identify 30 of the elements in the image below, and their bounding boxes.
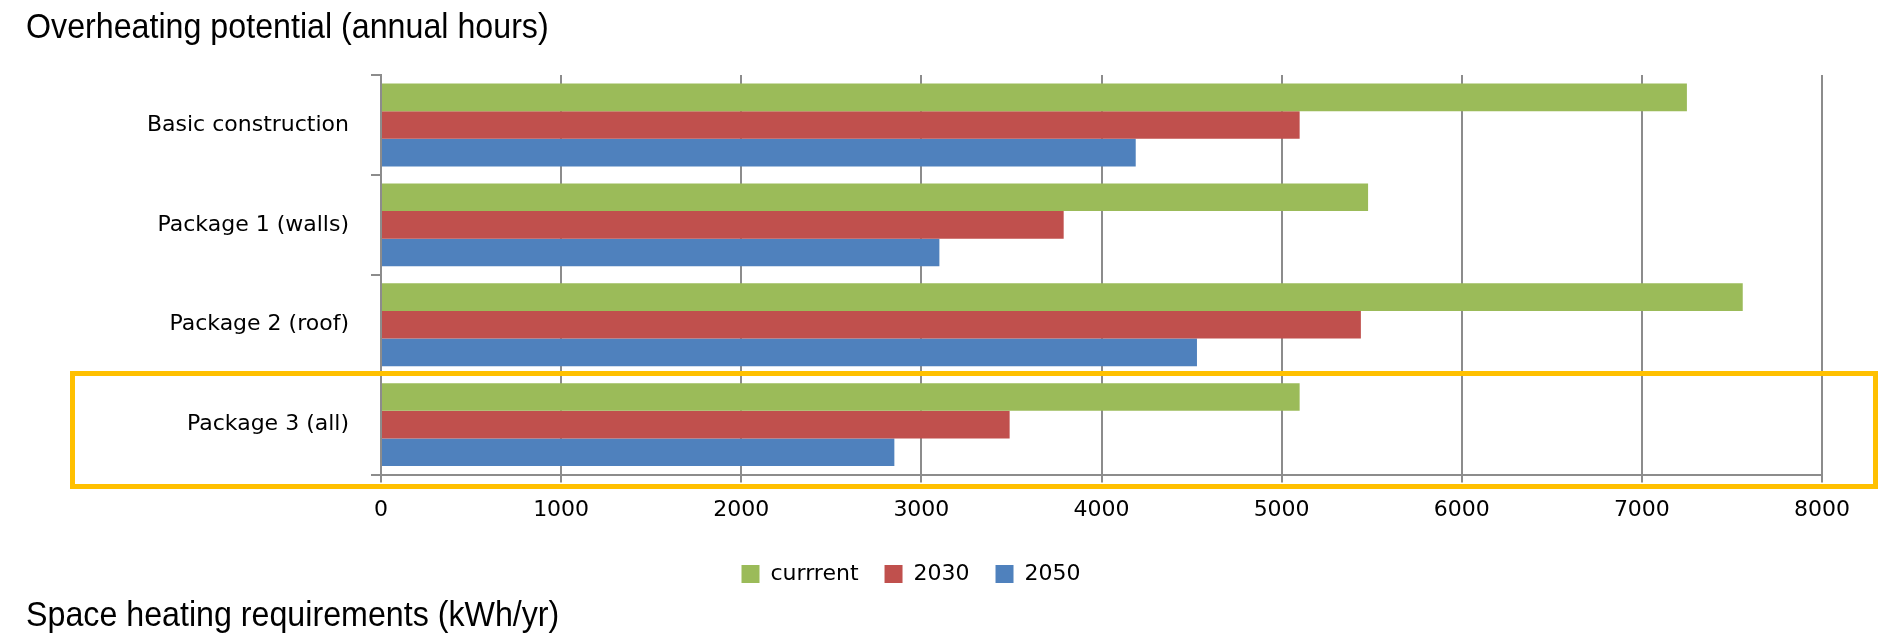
x-tick-label: 1000 bbox=[533, 495, 590, 521]
bar bbox=[382, 111, 1300, 139]
x-tick-label: 6000 bbox=[1433, 495, 1490, 521]
x-tick-label: 8000 bbox=[1794, 495, 1850, 521]
bar bbox=[382, 410, 1010, 439]
bar bbox=[382, 183, 1369, 212]
x-tick-label: 0 bbox=[374, 495, 388, 521]
bar bbox=[382, 211, 1064, 239]
legend-label: currrent bbox=[770, 559, 859, 585]
legend-label: 2050 bbox=[1024, 559, 1081, 585]
x-tick-label: 2000 bbox=[713, 495, 770, 521]
bar bbox=[382, 83, 1687, 112]
bar bbox=[382, 438, 895, 467]
bar bbox=[382, 310, 1361, 339]
legend-label: 2030 bbox=[913, 559, 970, 585]
y-tick-label: Package 2 (roof) bbox=[169, 310, 349, 336]
x-tick-label: 3000 bbox=[893, 495, 950, 521]
bar bbox=[382, 138, 1136, 167]
bar bbox=[382, 383, 1300, 411]
x-tick-label: 5000 bbox=[1253, 495, 1310, 521]
y-tick-label: Basic construction bbox=[146, 110, 349, 136]
bar bbox=[382, 283, 1743, 311]
y-tick-label: Package 3 (all) bbox=[186, 410, 349, 436]
x-tick-label: 7000 bbox=[1613, 495, 1670, 521]
x-tick-label: 4000 bbox=[1073, 495, 1130, 521]
chart-title: Overheating potential (annual hours) bbox=[26, 6, 549, 46]
bar bbox=[382, 338, 1197, 367]
text: Space heating requirements (kWh/yr) bbox=[26, 594, 560, 634]
bar bbox=[382, 238, 940, 267]
y-tick-label: Package 1 (walls) bbox=[157, 210, 349, 236]
